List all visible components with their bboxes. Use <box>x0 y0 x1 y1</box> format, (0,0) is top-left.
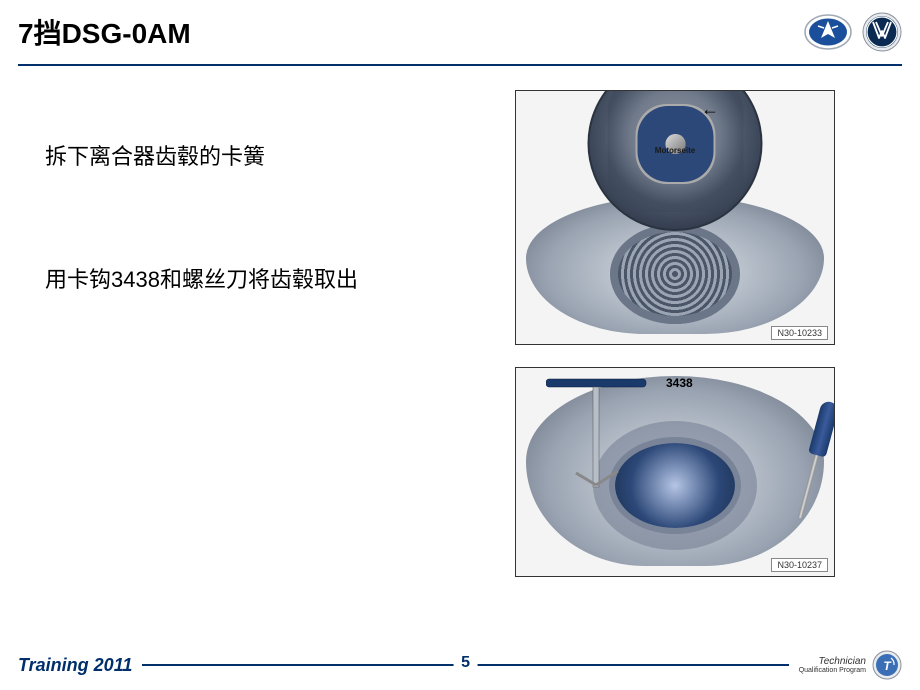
page-title: 7挡DSG-0AM <box>18 12 191 52</box>
page-number: 5 <box>453 654 478 672</box>
arrow-icon: ← <box>701 99 719 120</box>
motor-side-label: Motorseite <box>655 146 695 155</box>
instruction-step-1: 拆下离合器齿毂的卡簧 <box>45 140 430 173</box>
footer-right-group: Technician Qualification Program T <box>799 650 902 680</box>
figure-clutch-snap-ring: ← Motorseite N30-10233 <box>515 90 835 345</box>
faw-logo-icon <box>804 14 852 50</box>
hook-tool-icon <box>546 373 706 493</box>
header-divider <box>18 64 902 66</box>
figure-hub-removal: 3438 N30-10237 <box>515 367 835 577</box>
footer-divider: 5 <box>142 664 788 666</box>
qualification-badge-icon: T <box>872 650 902 680</box>
figure-caption-2: N30-10237 <box>771 558 828 572</box>
content-area: 拆下离合器齿毂的卡簧 用卡钩3438和螺丝刀将齿毂取出 ← Motorseite… <box>0 80 920 640</box>
training-label: Training 2011 <box>18 655 132 676</box>
instruction-step-2: 用卡钩3438和螺丝刀将齿毂取出 <box>45 263 430 296</box>
technician-label-line2: Qualification Program <box>799 667 866 674</box>
slide-footer: Training 2011 5 Technician Qualification… <box>0 640 920 690</box>
text-column: 拆下离合器齿毂的卡簧 用卡钩3438和螺丝刀将齿毂取出 <box>0 80 430 640</box>
image-column: ← Motorseite N30-10233 3438 N30-10237 <box>430 80 920 640</box>
slide-header: 7挡DSG-0AM <box>0 0 920 64</box>
figure-caption-1: N30-10233 <box>771 326 828 340</box>
tool-number-label: 3438 <box>666 376 693 390</box>
technician-program-label: Technician Qualification Program <box>799 657 866 674</box>
logo-group <box>804 12 902 52</box>
vw-logo-icon <box>862 12 902 52</box>
technician-label-line1: Technician <box>799 657 866 667</box>
